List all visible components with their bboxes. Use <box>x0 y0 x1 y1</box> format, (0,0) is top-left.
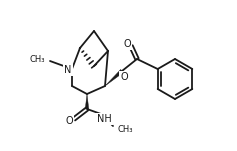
Text: NH: NH <box>97 114 111 124</box>
Text: N: N <box>64 65 72 75</box>
Polygon shape <box>85 94 89 109</box>
Text: O: O <box>120 72 128 82</box>
Text: O: O <box>123 39 131 49</box>
Text: O: O <box>65 116 73 126</box>
Text: CH₃: CH₃ <box>29 55 45 64</box>
Text: CH₃: CH₃ <box>118 125 133 133</box>
Polygon shape <box>105 69 123 86</box>
